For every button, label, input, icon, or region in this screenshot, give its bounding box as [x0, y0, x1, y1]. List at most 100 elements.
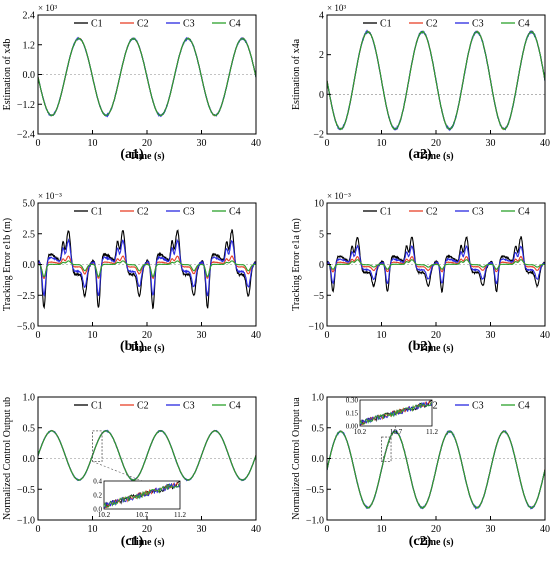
y-tick-label: −0.5 — [306, 485, 324, 496]
y-tick-label: 1.0 — [23, 393, 36, 404]
x-tick-label: 40 — [540, 138, 550, 149]
x-axis-label: Time (s) — [418, 343, 453, 354]
legend-label-C1: C1 — [380, 19, 392, 30]
x-tick-label: 40 — [251, 524, 261, 535]
x-tick-label: 10 — [377, 330, 387, 341]
legend-label-C3: C3 — [472, 207, 484, 218]
y-tick-label: −5 — [313, 291, 324, 302]
y-axis-label: Tracking Error e1a (m) — [291, 218, 302, 311]
inset-x-tick-label: 10.7 — [136, 511, 149, 519]
x-tick-label: 0 — [325, 138, 330, 149]
x-tick-label: 30 — [486, 138, 496, 149]
series-C4-line — [38, 260, 257, 278]
y-tick-label: −1.0 — [306, 516, 324, 527]
y-tick-label: 0.0 — [312, 454, 325, 465]
series-C4-line — [326, 430, 546, 510]
x-tick-label: 10 — [88, 524, 98, 535]
y-axis-exponent: × 10³ — [327, 3, 346, 13]
legend-label-C2: C2 — [426, 19, 438, 30]
inset-series-C4 — [103, 483, 181, 508]
legend-label-C2: C2 — [137, 19, 149, 30]
panel-c1: 0 10 20 30 40 −1.0 −0.5 0.0 0.5 1.0 Time (s) Normal… — [2, 393, 261, 550]
series-C3-line — [326, 244, 546, 285]
y-tick-label: 5 — [319, 229, 324, 240]
series-C2-line — [326, 255, 546, 273]
legend-label-C1: C1 — [91, 19, 103, 30]
legend-label-C3: C3 — [183, 401, 195, 412]
legend-label-C1: C1 — [91, 401, 103, 412]
legend-label-C4: C4 — [518, 401, 530, 412]
zoom-box — [381, 436, 392, 462]
y-tick-label: 0.5 — [312, 423, 325, 434]
x-tick-label: 10 — [88, 330, 98, 341]
y-tick-label: 4 — [319, 11, 324, 22]
legend-label-C3: C3 — [183, 19, 195, 30]
y-tick-label: 1.2 — [23, 40, 36, 51]
x-tick-label: 0 — [325, 524, 330, 535]
legend-label-C4: C4 — [518, 207, 530, 218]
x-tick-label: 0 — [325, 330, 330, 341]
x-axis-label: Time (s) — [418, 537, 453, 548]
x-tick-label: 0 — [36, 138, 41, 149]
x-tick-label: 30 — [197, 524, 207, 535]
inset-series-C4 — [359, 401, 433, 425]
y-tick-label: 0.5 — [23, 423, 36, 434]
panel-c2: 0 10 20 30 40 −1.0 −0.5 0.0 0.5 1.0 Time (s) Normal… — [291, 393, 550, 550]
x-tick-label: 10 — [88, 138, 98, 149]
panel-caption: (b1) — [120, 339, 144, 354]
x-tick-label: 20 — [142, 138, 152, 149]
inset-y-tick-label: 0.30 — [346, 397, 359, 405]
inset-x-tick-label: 11.2 — [426, 428, 438, 436]
y-tick-label: 0 — [319, 260, 324, 271]
y-axis-exponent: × 10⁻³ — [38, 191, 62, 201]
series-C4-line — [37, 429, 257, 482]
y-tick-label: −10 — [308, 322, 324, 333]
legend-label-C4: C4 — [229, 401, 241, 412]
panel-b1: 0 10 20 30 40 −5.0 −2.5 0.0 2.5 5.0× 10⁻³ Time (s)… — [2, 191, 261, 354]
x-tick-label: 10 — [377, 524, 387, 535]
x-tick-label: 20 — [431, 138, 441, 149]
legend-label-C3: C3 — [472, 401, 484, 412]
y-axis-label: Estimation of x4a — [291, 38, 302, 110]
y-tick-label: 2.4 — [23, 11, 36, 22]
inset-y-tick-label: 0.0 — [93, 506, 102, 514]
y-axis-exponent: × 10³ — [38, 3, 57, 13]
y-tick-label: 5.0 — [23, 199, 36, 210]
x-tick-label: 20 — [431, 524, 441, 535]
x-axis-label: Time (s) — [129, 537, 164, 548]
legend-label-C4: C4 — [518, 19, 530, 30]
legend-label-C4: C4 — [229, 207, 241, 218]
y-axis-label: Normalized Control Output ua — [291, 397, 302, 520]
inset-x-tick-label: 10.7 — [390, 428, 403, 436]
inset-y-tick-label: 0.00 — [346, 423, 359, 431]
legend-label-C1: C1 — [91, 207, 103, 218]
y-tick-label: −5.0 — [17, 322, 35, 333]
panel-a1: 0 10 20 30 40 −2.4 −1.2 0.0 1.2 2.4× 10³ Time (s) E… — [2, 3, 261, 162]
inset-x-tick-label: 11.2 — [174, 511, 186, 519]
y-tick-label: 2 — [319, 50, 324, 61]
panel-caption: (a1) — [120, 147, 144, 162]
x-tick-label: 40 — [251, 330, 261, 341]
zoom-box — [92, 430, 103, 462]
x-tick-label: 40 — [540, 524, 550, 535]
x-tick-label: 20 — [431, 330, 441, 341]
plot-frame — [326, 14, 546, 135]
x-tick-label: 30 — [486, 330, 496, 341]
inset-y-tick-label: 0.15 — [346, 410, 359, 418]
y-tick-label: 0.0 — [23, 70, 36, 81]
x-tick-label: 30 — [486, 524, 496, 535]
y-tick-label: 0 — [319, 90, 324, 101]
y-axis-label: Tracking Error e1b (m) — [2, 218, 13, 311]
legend-label-C2: C2 — [137, 401, 149, 412]
series-C4-line — [37, 37, 257, 117]
y-tick-label: −2.4 — [17, 130, 35, 141]
y-tick-label: −1.0 — [17, 516, 35, 527]
x-tick-label: 20 — [142, 524, 152, 535]
y-tick-label: 0.0 — [23, 260, 36, 271]
x-tick-label: 10 — [377, 138, 387, 149]
x-tick-label: 40 — [540, 330, 550, 341]
y-tick-label: −2 — [313, 130, 324, 141]
